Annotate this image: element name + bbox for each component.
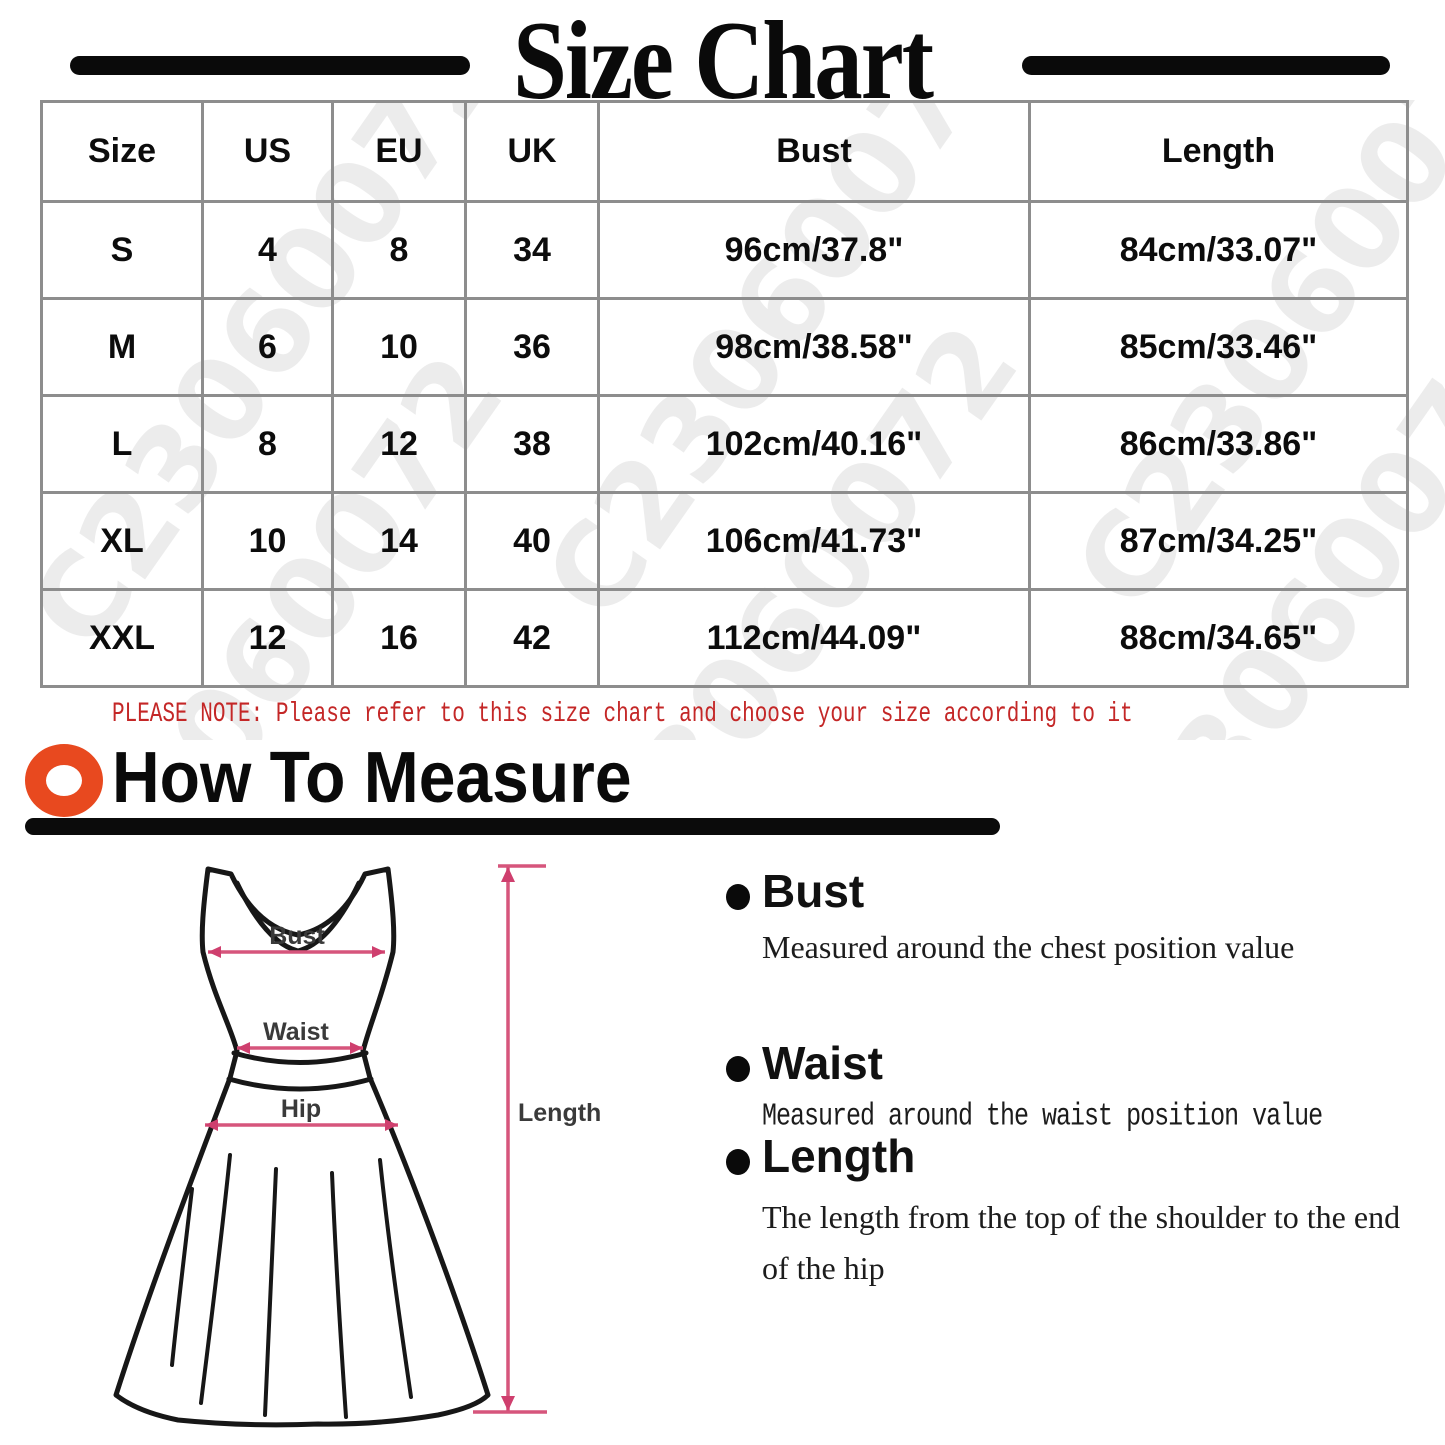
bullet-icon xyxy=(726,1149,750,1175)
bust-arrowhead-left xyxy=(208,946,221,958)
hip-arrowhead-left xyxy=(205,1119,218,1131)
table-cell: 12 xyxy=(331,394,467,494)
table-header-size: Size xyxy=(40,100,204,203)
how-to-measure-title: How To Measure xyxy=(112,736,632,818)
dress-waistband-top xyxy=(231,1050,369,1065)
table-cell: M xyxy=(40,297,204,397)
circle-ring-icon xyxy=(25,744,103,817)
table-cell: 6 xyxy=(201,297,334,397)
table-cell: 98cm/38.58" xyxy=(597,297,1031,397)
dress-diagram-svg: Bust Waist Hip Length xyxy=(113,864,600,1428)
table-cell: 10 xyxy=(201,491,334,591)
size-note: PLEASE NOTE: Please refer to this size c… xyxy=(112,700,1133,730)
hip-arrowhead-right xyxy=(385,1119,398,1131)
dress-waistband-bottom xyxy=(226,1076,374,1092)
bust-label: Bust xyxy=(269,922,325,950)
table-cell: 112cm/44.09" xyxy=(597,588,1031,688)
table-cell: 96cm/37.8" xyxy=(597,200,1031,300)
length-label: Length xyxy=(518,1099,600,1127)
dress-pleat xyxy=(263,1167,278,1417)
page-title-row: Size Chart xyxy=(0,4,1445,117)
table-row-xl: XL 10 14 40 106cm/41.73" 87cm/34.25" xyxy=(40,491,1409,591)
table-cell: 86cm/33.86" xyxy=(1028,394,1409,494)
bullet-icon xyxy=(726,1056,750,1082)
table-row-xxl: XXL 12 16 42 112cm/44.09" 88cm/34.65" xyxy=(40,588,1409,688)
table-cell: 102cm/40.16" xyxy=(597,394,1031,494)
table-cell: 34 xyxy=(464,200,600,300)
size-table: Size US EU UK Bust Length S 4 8 34 96cm/… xyxy=(40,100,1409,688)
measure-description-bust: Measured around the chest position value xyxy=(762,929,1295,965)
table-cell: 85cm/33.46" xyxy=(1028,297,1409,397)
table-cell: 4 xyxy=(201,200,334,300)
dress-pleat xyxy=(330,1171,348,1419)
bust-arrowhead-right xyxy=(372,946,385,958)
length-arrowhead-bottom xyxy=(501,1396,515,1411)
waist-arrowhead-right xyxy=(350,1042,363,1054)
table-cell: XXL xyxy=(40,588,204,688)
table-header-us: US xyxy=(201,100,334,203)
table-cell: 16 xyxy=(331,588,467,688)
section-underline xyxy=(25,818,1000,835)
table-cell: S xyxy=(40,200,204,300)
table-header-length: Length xyxy=(1028,100,1409,203)
page-title: Size Chart xyxy=(512,0,934,123)
table-cell: 36 xyxy=(464,297,600,397)
table-header-row: Size US EU UK Bust Length xyxy=(40,100,1409,203)
measure-heading-bust: Bust xyxy=(762,865,865,917)
table-cell: 12 xyxy=(201,588,334,688)
table-cell: 106cm/41.73" xyxy=(597,491,1031,591)
table-header-uk: UK xyxy=(464,100,600,203)
table-cell: 38 xyxy=(464,394,600,494)
title-divider-left xyxy=(70,56,470,75)
dress-pleat xyxy=(199,1153,232,1405)
dress-pleat xyxy=(170,1187,194,1367)
table-cell: 8 xyxy=(201,394,334,494)
table-cell: 8 xyxy=(331,200,467,300)
waist-arrowhead-left xyxy=(237,1042,250,1054)
table-cell: 14 xyxy=(331,491,467,591)
hip-label: Hip xyxy=(281,1095,321,1123)
dress-diagram: Bust Waist Hip Length xyxy=(80,853,600,1443)
dress-pleat xyxy=(378,1158,413,1399)
table-cell: 88cm/34.65" xyxy=(1028,588,1409,688)
table-row-m: M 6 10 36 98cm/38.58" 85cm/33.46" xyxy=(40,297,1409,397)
measure-heading-length: Length xyxy=(762,1130,916,1182)
title-divider-right xyxy=(1022,56,1390,75)
table-row-l: L 8 12 38 102cm/40.16" 86cm/33.86" xyxy=(40,394,1409,494)
table-header-bust: Bust xyxy=(597,100,1031,203)
waist-label: Waist xyxy=(263,1018,329,1046)
table-cell: 84cm/33.07" xyxy=(1028,200,1409,300)
measure-heading-waist: Waist xyxy=(762,1037,883,1089)
table-cell: XL xyxy=(40,491,204,591)
table-cell: 42 xyxy=(464,588,600,688)
table-cell: 87cm/34.25" xyxy=(1028,491,1409,591)
measure-description-waist: Measured around the waist position value xyxy=(762,1098,1323,1135)
table-cell: L xyxy=(40,394,204,494)
table-row-s: S 4 8 34 96cm/37.8" 84cm/33.07" xyxy=(40,200,1409,300)
length-arrowhead-top xyxy=(501,867,515,882)
measure-description-length: The length from the top of the shoulder … xyxy=(762,1199,1401,1287)
table-cell: 10 xyxy=(331,297,467,397)
bullet-icon xyxy=(726,884,750,910)
table-header-eu: EU xyxy=(331,100,467,203)
table-cell: 40 xyxy=(464,491,600,591)
